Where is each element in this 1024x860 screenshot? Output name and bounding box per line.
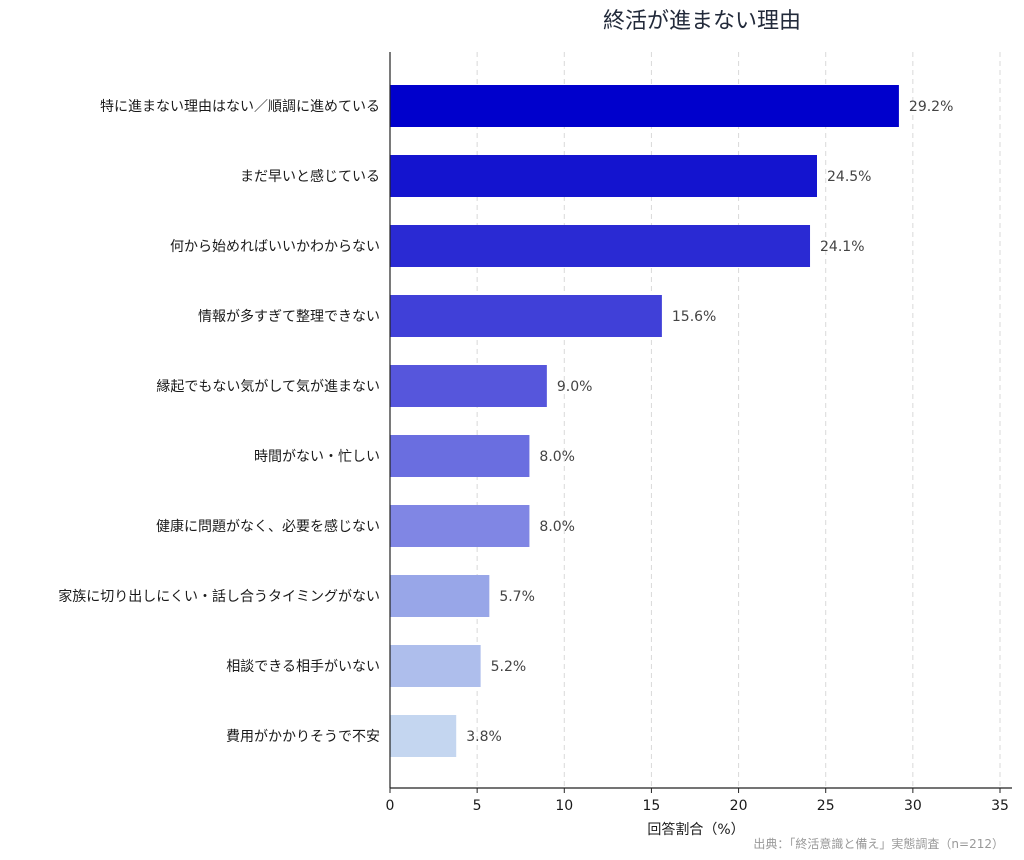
category-label-5: 時間がない・忙しい	[254, 449, 380, 465]
value-label-0: 29.2%	[909, 99, 953, 115]
bar-3	[390, 295, 662, 337]
category-label-2: 何から始めればいいかわからない	[170, 239, 380, 255]
x-tick-labels: 0 5 10 15 20 25 30 35	[386, 798, 1009, 814]
bar-9	[390, 715, 457, 757]
value-label-3: 15.6%	[672, 309, 716, 325]
category-label-3: 情報が多すぎて整理できない	[198, 308, 380, 325]
bar-2	[390, 225, 811, 267]
bar-1	[390, 155, 817, 197]
x-tick-label-6: 30	[904, 798, 922, 814]
value-label-7: 5.7%	[499, 589, 535, 605]
category-labels: 特に進まない理由はない／順調に進めているまだ早いと感じている何から始めればいいか…	[58, 99, 380, 745]
x-axis-title: 回答割合（%）	[647, 821, 744, 838]
category-label-6: 健康に問題がなく、必要を感じない	[156, 518, 380, 535]
category-label-8: 相談できる相手がいない	[226, 659, 380, 675]
source-note: 出典：「終活意識と備え」実態調査（n=212）	[753, 836, 1004, 851]
value-label-2: 24.1%	[820, 239, 864, 255]
chart-title: 終活が進まない理由	[603, 9, 801, 34]
axes	[389, 52, 1012, 793]
value-label-6: 8.0%	[539, 519, 575, 535]
category-label-4: 縁起でもない気がして気が進まない	[156, 379, 380, 395]
x-tick-label-1: 5	[473, 798, 482, 814]
bar-8	[390, 645, 481, 687]
x-tick-label-2: 10	[555, 798, 573, 814]
x-tick-label-3: 15	[643, 798, 661, 814]
bar-6	[390, 505, 530, 547]
x-tick-label-5: 25	[817, 798, 835, 814]
value-labels: 29.2% 24.5% 24.1% 15.6% 9.0% 8.0% 8.0% 5.7% 5.2%…	[466, 99, 953, 745]
value-label-8: 5.2%	[491, 659, 527, 675]
value-label-9: 3.8%	[466, 729, 502, 745]
category-label-1: まだ早いと感じている	[240, 168, 380, 185]
bar-7	[390, 575, 490, 617]
value-label-5: 8.0%	[539, 449, 575, 465]
bar-5	[390, 435, 530, 477]
x-tick-label-7: 35	[991, 798, 1009, 814]
category-label-9: 費用がかかりそうで不安	[226, 729, 380, 745]
value-label-1: 24.5%	[827, 169, 871, 185]
x-tick-label-0: 0	[386, 798, 395, 814]
category-label-0: 特に進まない理由はない／順調に進めている	[100, 99, 380, 115]
bar-4	[390, 365, 547, 407]
x-tick-label-4: 20	[730, 798, 748, 814]
bar-0	[390, 85, 899, 127]
category-label-7: 家族に切り出しにくい・話し合うタイミングがない	[58, 588, 380, 605]
value-label-4: 9.0%	[557, 379, 593, 395]
bars	[390, 85, 899, 757]
